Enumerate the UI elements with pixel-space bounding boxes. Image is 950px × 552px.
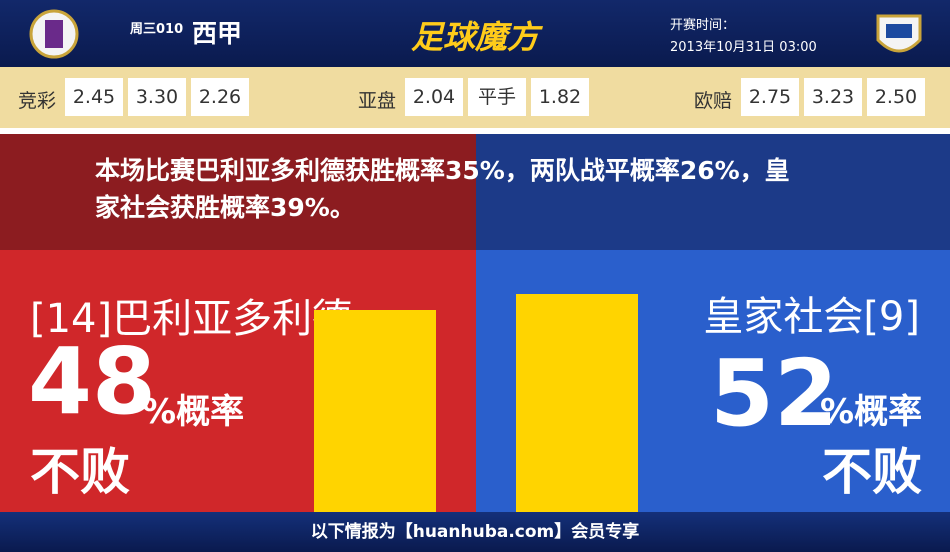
away-logo [876,14,922,53]
summary-bg-home [0,134,476,250]
odds-value: 2.26 [191,78,249,116]
summary-bg-away [476,134,950,250]
odds-value: 2.45 [65,78,123,116]
home-bar [314,310,436,512]
odds-bar: 竞彩 2.45 3.30 2.26 亚盘 2.04 平手 1.82 欧赔 2.75 3.23 2.50 [0,67,950,128]
home-name: [14]巴利亚多利德 [30,296,353,342]
home-logo [29,9,79,59]
home-unit: %概率 [142,392,245,432]
odds-value: 3.23 [804,78,862,116]
header: 周三010 西甲 足球魔方 开赛时间： 2013年10月31日 03:00 [0,0,950,67]
match-no: 周三010 [130,22,184,37]
odds-value: 平手 [468,78,526,116]
league: 西甲 [192,19,243,48]
odds-value: 3.30 [128,78,186,116]
home-percent: 48 [28,328,157,435]
home-result: 不败 [30,443,130,501]
odds-label: 竞彩 [18,90,57,112]
away-unit: %概率 [820,392,923,432]
away-result: 不败 [822,443,922,501]
odds-label: 欧赔 [694,90,733,112]
kickoff-time: 2013年10月31日 03:00 [670,40,817,55]
odds-value: 2.50 [867,78,925,116]
away-percent: 52 [710,340,839,447]
odds-label: 亚盘 [358,90,397,112]
logo-text: 足球魔方 [410,18,539,56]
summary: 本场比赛巴利亚多利德获胜概率35%，两队战平概率26%，皇家社会获胜概率39%。 [95,156,790,222]
odds-value: 1.82 [531,78,589,116]
away-bar [516,293,638,512]
away-name: 皇家社会[9] [703,294,920,340]
footer: 以下情报为【huanhuba.com】会员专享 [0,512,950,552]
odds-value: 2.75 [741,78,799,116]
kickoff-label: 开赛时间： [670,18,736,33]
odds-value: 2.04 [405,78,463,116]
